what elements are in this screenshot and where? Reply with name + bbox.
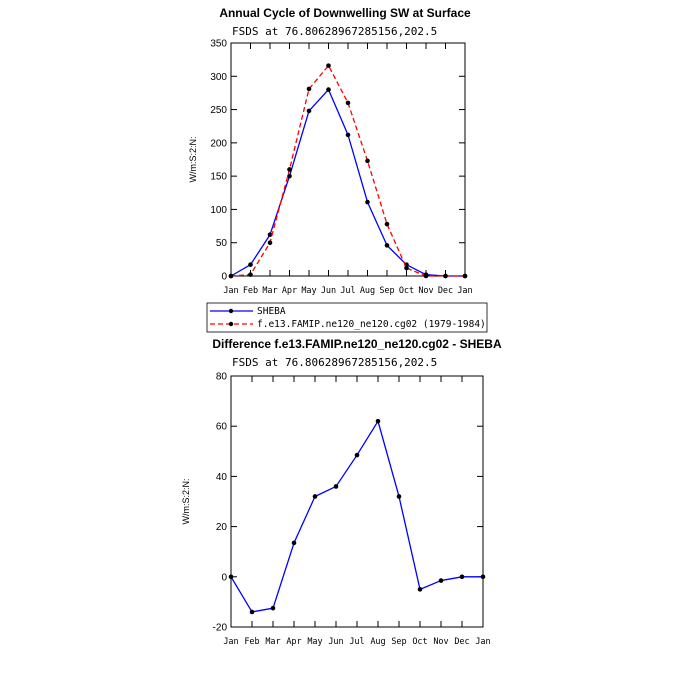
chart1-series-0-point bbox=[267, 232, 273, 238]
chart2-xtick-label: Nov bbox=[433, 637, 448, 647]
chart1-series-1-point bbox=[267, 240, 273, 246]
chart1-series-1-point bbox=[228, 273, 234, 279]
chart2-series-0-point bbox=[480, 574, 486, 580]
chart1-xtick-label: Jul bbox=[340, 286, 355, 296]
chart1-xtick-label: Sep bbox=[379, 286, 394, 296]
chart1-series-0-point bbox=[248, 262, 253, 267]
chart1-series-0-point bbox=[326, 87, 331, 92]
legend-marker-famip bbox=[228, 321, 234, 327]
chart1-xtick-label: Feb bbox=[243, 286, 258, 296]
chart2-series-0-point bbox=[375, 418, 381, 424]
chart1-series-1-point bbox=[345, 100, 351, 106]
chart1-ylabel: W/m:S:2:N: bbox=[188, 136, 198, 182]
chart2-xtick-label: Aug bbox=[370, 637, 385, 647]
chart1-series-1-point bbox=[248, 272, 253, 277]
chart1-series-1-point bbox=[404, 265, 409, 271]
chart1-ytick-label: 350 bbox=[210, 39, 227, 50]
chart1-xtick-label: Jan bbox=[223, 286, 238, 296]
chart2-xtick-label: Dec bbox=[454, 637, 469, 647]
chart2-series-0-point bbox=[270, 605, 276, 611]
chart2-series-0-point bbox=[333, 484, 339, 489]
chart1-series-0-point bbox=[306, 108, 312, 114]
chart1-xtick-label: Dec bbox=[438, 286, 453, 296]
chart2-xtick-label: Oct bbox=[412, 637, 427, 647]
chart1-ytick-label: 250 bbox=[210, 105, 227, 116]
chart1-xtick-label: May bbox=[301, 286, 316, 296]
chart2-xtick-label: May bbox=[307, 637, 322, 647]
chart2-ytick-label: 0 bbox=[221, 572, 227, 583]
chart2-series-0-point bbox=[228, 574, 234, 580]
chart1-series-0-point bbox=[345, 132, 351, 138]
chart2-frame bbox=[230, 375, 484, 628]
chart2-ytick-label: -20 bbox=[213, 623, 228, 634]
chart1-ytick-label: 150 bbox=[210, 172, 227, 183]
chart2-ytick-label: 20 bbox=[216, 522, 228, 533]
chart2-ytick-label: 80 bbox=[216, 372, 228, 383]
chart1-series-1-point bbox=[443, 273, 448, 279]
chart2-series-0-point bbox=[249, 609, 255, 615]
chart2-xtick-label: Jul bbox=[349, 637, 364, 647]
chart1-xtick-label: Jan bbox=[457, 286, 472, 296]
chart1-ytick-label: 50 bbox=[216, 238, 228, 249]
chart2-xtick-label: Jan bbox=[475, 637, 490, 647]
chart2-plot: -20 0 20 40 60 80 Jan Feb Mar Apr May Jun Jul Aug Sep O… bbox=[181, 372, 491, 648]
chart1-series-1-point bbox=[306, 86, 312, 92]
chart1-xtick-label: Oct bbox=[399, 286, 414, 296]
chart1-subtitle: FSDS at 76.80628967285156,202.5 bbox=[232, 25, 437, 38]
chart1-series-1-point bbox=[326, 63, 331, 68]
legend-label-famip: f.e13.FAMIP.ne120_ne120.cg02 (1979-1984) bbox=[257, 319, 486, 330]
chart2-xtick-label: Sep bbox=[391, 637, 406, 647]
chart1-ytick-label: 100 bbox=[210, 205, 227, 216]
chart1-xtick-label: Aug bbox=[360, 286, 375, 296]
chart2-ytick-label: 40 bbox=[216, 472, 228, 483]
legend-label-sheba: SHEBA bbox=[257, 306, 286, 317]
chart1-legend: SHEBA f.e13.FAMIP.ne120_ne120.cg02 (1979… bbox=[206, 302, 488, 333]
chart1-series-1-point bbox=[365, 158, 370, 164]
chart2-ylabel: W/m:S:2:N: bbox=[181, 478, 191, 524]
chart1-series-0-point bbox=[384, 243, 390, 248]
chart2-series-0-point bbox=[312, 494, 318, 499]
chart2-ytick-label: 60 bbox=[216, 422, 228, 433]
chart2-series-0-point bbox=[417, 587, 423, 592]
chart1-series-0-point bbox=[365, 199, 370, 205]
chart2-series-0-point bbox=[438, 578, 444, 583]
chart1-title: Annual Cycle of Downwelling SW at Surfac… bbox=[219, 6, 471, 20]
chart1-xtick-label: Apr bbox=[282, 286, 297, 296]
chart1-plot: 0 50 100 150 200 250 300 350 Jan Feb Mar Apr May Jun J… bbox=[188, 39, 473, 297]
chart1-ytick-label: 200 bbox=[210, 138, 227, 149]
chart1-xtick-label: Jun bbox=[321, 286, 336, 296]
chart2-title: Difference f.e13.FAMIP.ne120_ne120.cg02 … bbox=[212, 337, 502, 351]
chart2-subtitle: FSDS at 76.80628967285156,202.5 bbox=[232, 356, 437, 369]
chart1-ytick-label: 0 bbox=[221, 272, 227, 283]
chart2-xtick-label: Feb bbox=[244, 637, 259, 647]
legend-marker-sheba bbox=[228, 308, 234, 314]
chart1-xtick-label: Nov bbox=[418, 286, 433, 296]
chart2-series-0-point bbox=[396, 494, 402, 499]
chart1-series-1-point bbox=[462, 273, 468, 279]
chart1-series-0-point bbox=[287, 173, 292, 179]
chart1-ytick-label: 300 bbox=[210, 72, 227, 83]
chart2-xtick-label: Jun bbox=[328, 637, 343, 647]
chart2-series-line-0 bbox=[230, 420, 483, 613]
chart2-xtick-label: Mar bbox=[265, 637, 280, 647]
chart2-series-0-point bbox=[354, 452, 360, 458]
chart1-series-1-point bbox=[287, 167, 292, 172]
chart1-series-1-point bbox=[384, 221, 390, 227]
chart2-series-0-point bbox=[459, 574, 465, 580]
chart1-series-line-1 bbox=[230, 64, 465, 277]
chart2-series-0-point bbox=[291, 540, 297, 546]
chart1-xtick-label: Mar bbox=[262, 286, 277, 296]
chart2-xtick-label: Jan bbox=[223, 637, 238, 647]
chart1-series-1-point bbox=[423, 273, 429, 279]
chart2-xtick-label: Apr bbox=[286, 637, 301, 647]
